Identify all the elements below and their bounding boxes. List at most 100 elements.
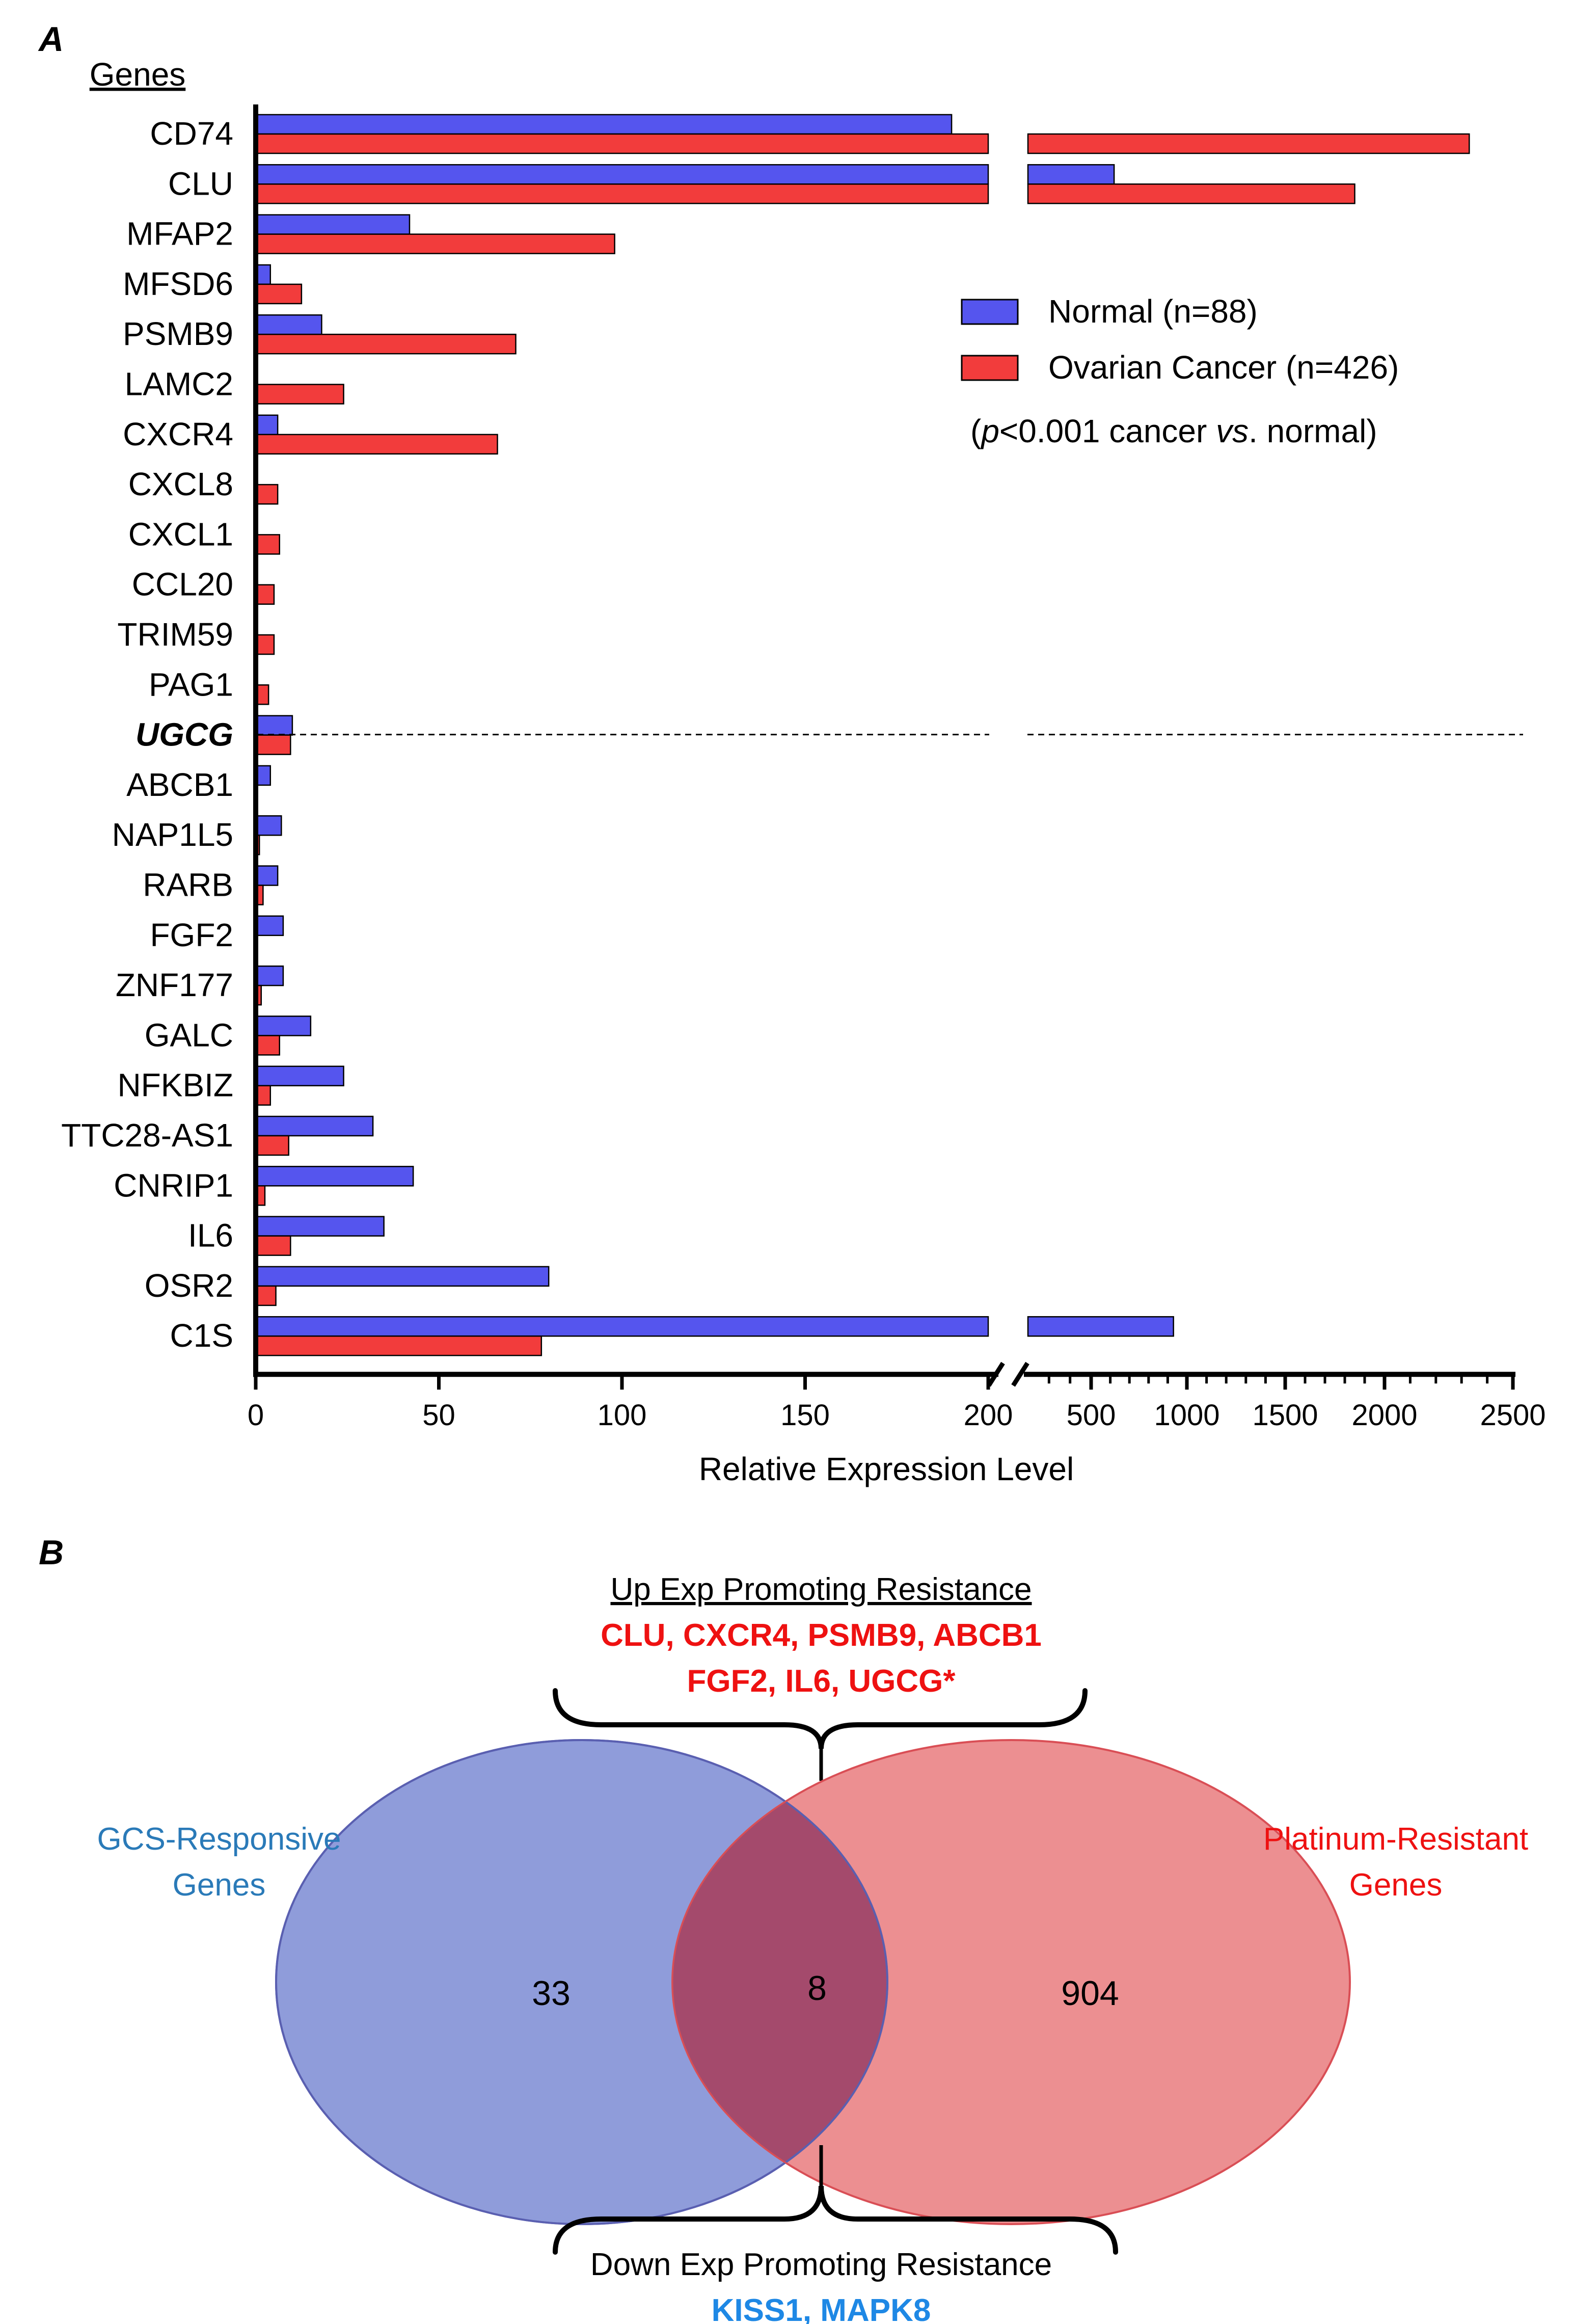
bar-normal-cxcr4 — [255, 414, 279, 436]
bar-cancer-osr2 — [255, 1285, 277, 1306]
gene-label-osr2: OSR2 — [145, 1267, 233, 1304]
bar-cancer-mfap2 — [255, 233, 615, 254]
x-tick-label-0: 0 — [248, 1399, 264, 1432]
bar-normal-cnrip1 — [255, 1166, 414, 1187]
bar-cancer-cxcl1 — [255, 534, 280, 555]
axis-break-gap — [989, 102, 1027, 1371]
bar-cancer-mfsd6 — [255, 283, 303, 305]
bar-cancer-clu-part1 — [255, 183, 989, 204]
gene-label-il6: IL6 — [188, 1217, 233, 1254]
right-set-label-line1: Platinum-Resistant — [1263, 1822, 1528, 1857]
up-title: Up Exp Promoting Resistance — [610, 1572, 1032, 1607]
gene-label-mfap2: MFAP2 — [126, 216, 233, 252]
gene-label-mfsd6: MFSD6 — [123, 265, 233, 302]
bar-cancer-cxcl8 — [255, 484, 279, 505]
bar-normal-nap1l5 — [255, 815, 282, 836]
genes-header: Genes — [90, 56, 186, 93]
axis-break-mark-right — [1011, 1361, 1029, 1387]
bar-cancer-c1s — [255, 1335, 543, 1356]
bar-cancer-il6 — [255, 1235, 291, 1256]
bar-normal-clu-part1 — [255, 164, 989, 185]
gene-label-cxcl8: CXCL8 — [128, 466, 233, 502]
down-genes: KISS1, MAPK8 — [712, 2293, 931, 2324]
panel-b-letter: B — [39, 1533, 64, 1572]
venn-right-outline — [671, 1739, 1351, 2225]
venn-left-outline — [275, 1739, 888, 2225]
bar-cancer-lamc2 — [255, 384, 344, 405]
gene-label-trim59: TRIM59 — [117, 616, 233, 653]
bar-normal-ttc28-as1 — [255, 1115, 374, 1137]
bar-normal-c1s-part1 — [255, 1316, 989, 1337]
gene-label-nfkbiz: NFKBIZ — [117, 1067, 233, 1104]
left-only-count: 33 — [532, 1974, 571, 2013]
bar-cancer-cd74-part1 — [255, 133, 989, 154]
gene-label-ttc28-as1: TTC28-AS1 — [61, 1117, 233, 1154]
x-tick-label-100: 100 — [598, 1399, 647, 1432]
gene-label-fgf2: FGF2 — [150, 917, 233, 953]
x-ticks — [254, 1374, 1515, 1390]
venn-overlap — [672, 1740, 887, 2224]
gene-label-lamc2: LAMC2 — [125, 366, 233, 403]
x-tick-label-150: 150 — [780, 1399, 830, 1432]
panel-b-venn: B Up Exp Promoting Resistance CLU, CXCR4… — [39, 1533, 1528, 2324]
x-tick-label-2500: 2500 — [1480, 1399, 1545, 1432]
bar-cancer-psmb9 — [255, 333, 517, 355]
legend-cancer-label: Ovarian Cancer (n=426) — [1048, 349, 1399, 386]
gene-label-abcb1: ABCB1 — [126, 766, 233, 803]
bar-normal-galc — [255, 1016, 312, 1036]
bar-cancer-galc — [255, 1035, 280, 1056]
pvalue-end: . normal) — [1249, 413, 1377, 449]
overlap-count: 8 — [807, 1969, 827, 2008]
pvalue-mid: <0.001 cancer — [999, 413, 1216, 449]
panel-a-chart: A Genes CD74 CLU MFAP2 MFSD6 PSMB9 LAMC2 CXCR4… — [38, 20, 1546, 1487]
x-tick-label-50: 50 — [422, 1399, 455, 1432]
gene-label-rarb: RARB — [143, 867, 233, 903]
pvalue-p: p — [980, 413, 999, 449]
up-genes-line1: CLU, CXCR4, PSMB9, ABCB1 — [601, 1618, 1042, 1653]
bar-cancer-cxcr4 — [255, 434, 498, 455]
bar-normal-znf177 — [255, 965, 284, 986]
legend-cancer-swatch — [961, 355, 1019, 381]
gene-label-c1s: C1S — [170, 1317, 234, 1354]
x-tick-label-2000: 2000 — [1351, 1399, 1417, 1432]
bar-normal-il6 — [255, 1216, 385, 1237]
gene-label-nap1l5: NAP1L5 — [112, 816, 233, 853]
up-genes-line2: FGF2, IL6, UGCG* — [687, 1664, 956, 1699]
down-title: Down Exp Promoting Resistance — [590, 2247, 1052, 2282]
axis-break-marks — [987, 1361, 1029, 1387]
x-tick-label-1000: 1000 — [1154, 1399, 1219, 1432]
legend-normal-swatch — [961, 299, 1019, 325]
gene-label-cxcr4: CXCR4 — [123, 416, 233, 452]
bar-cancer-ccl20 — [255, 584, 275, 605]
gene-label-cxcl1: CXCL1 — [128, 516, 233, 552]
gene-label-cnrip1: CNRIP1 — [114, 1167, 233, 1204]
legend-pvalue: (p<0.001 cancer vs. normal) — [970, 413, 1377, 449]
gene-label-pag1: PAG1 — [149, 666, 233, 703]
bars — [255, 114, 1470, 1356]
bar-cancer-trim59 — [255, 634, 275, 655]
axis-break-mark-left — [987, 1361, 1005, 1387]
bar-normal-cd74 — [255, 114, 953, 135]
x-tick-label-1500: 1500 — [1252, 1399, 1318, 1432]
x-tick-labels: 0 50 100 150 200 500 1000 1500 2000 2500 — [248, 1399, 1546, 1432]
gene-label-znf177: ZNF177 — [116, 967, 233, 1003]
gene-label-psmb9: PSMB9 — [123, 315, 233, 352]
pvalue-open: ( — [970, 413, 981, 449]
right-only-count: 904 — [1061, 1974, 1119, 2013]
gene-label-ugcg: UGCG — [135, 716, 233, 753]
bar-normal-mfap2 — [255, 214, 411, 235]
gene-label-clu: CLU — [168, 165, 233, 202]
bar-cancer-cd74-part2 — [1027, 133, 1470, 154]
x-tick-label-200: 200 — [964, 1399, 1013, 1432]
legend: Normal (n=88) Ovarian Cancer (n=426) (p<… — [961, 293, 1399, 449]
x-tick-label-500: 500 — [1067, 1399, 1116, 1432]
bar-normal-osr2 — [255, 1266, 550, 1287]
gene-label-cd74: CD74 — [150, 115, 233, 152]
x-axis-label: Relative Expression Level — [699, 1451, 1074, 1487]
bar-normal-rarb — [255, 865, 279, 886]
bar-normal-ugcg — [255, 715, 293, 736]
bar-cancer-ugcg — [255, 734, 291, 755]
gene-label-galc: GALC — [145, 1017, 233, 1053]
gene-labels: CD74 CLU MFAP2 MFSD6 PSMB9 LAMC2 CXCR4 CXCL8 CXC… — [61, 115, 233, 1354]
